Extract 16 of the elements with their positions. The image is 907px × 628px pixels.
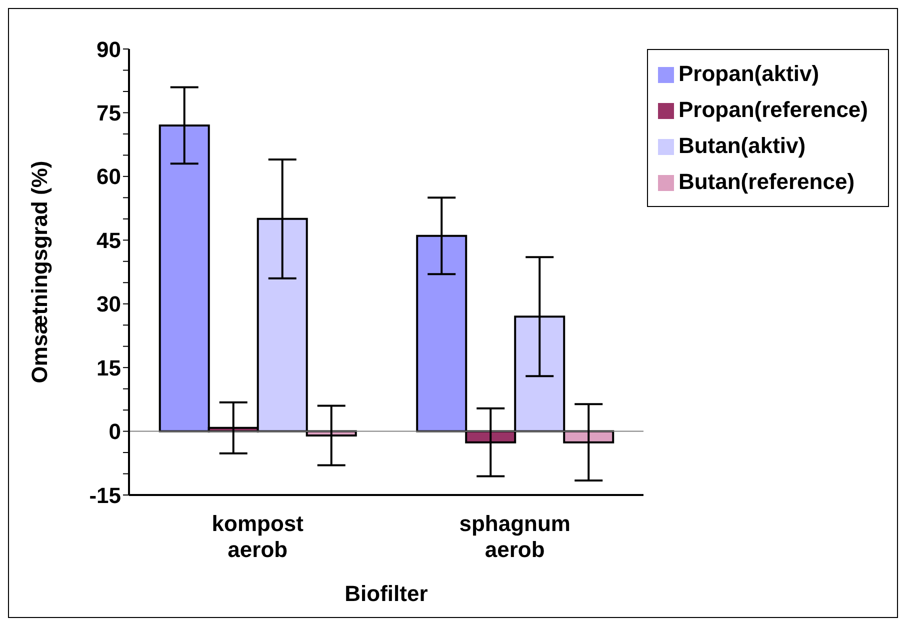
y-tick-label: 60: [96, 164, 121, 190]
y-tick-label: 90: [96, 36, 121, 62]
y-tick-label: 45: [96, 228, 121, 253]
y-axis-title: Omsætningsgrad (%): [26, 160, 52, 384]
x-tick-label: sphagnum aerob: [459, 511, 570, 562]
legend-label: Butan(aktiv): [678, 133, 806, 158]
x-tick-label: kompost aerob: [212, 511, 304, 562]
legend-label: Propan(reference): [678, 97, 868, 122]
y-tick-label: -15: [89, 482, 121, 508]
y-tick-label: 30: [96, 292, 121, 317]
y-tick-label: 15: [96, 355, 121, 380]
y-tick-label: 0: [108, 419, 121, 444]
y-tick-label: 75: [96, 100, 121, 126]
x-axis-title: Biofilter: [344, 581, 428, 606]
legend-label: Butan(reference): [678, 169, 855, 194]
legend-label: Propan(aktiv): [678, 61, 820, 86]
